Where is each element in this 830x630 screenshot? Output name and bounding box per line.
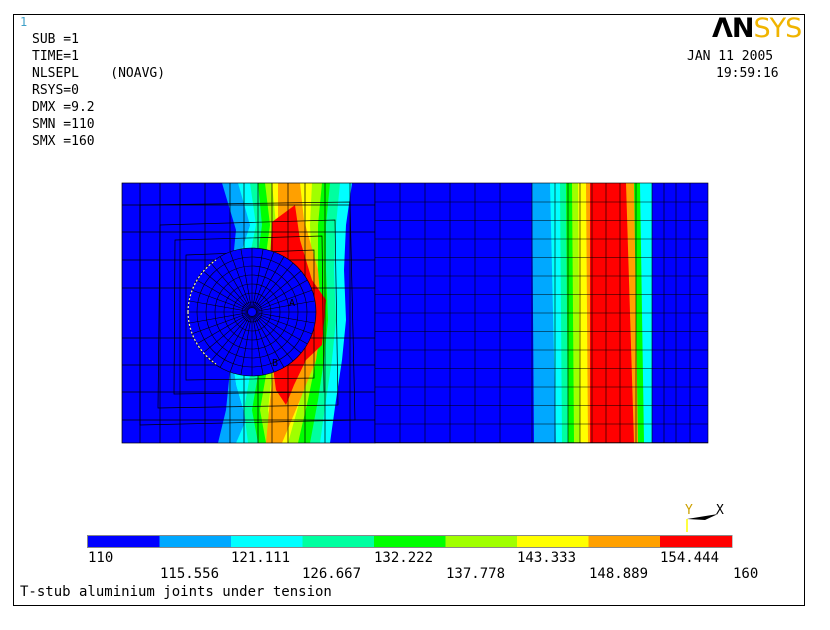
mesh-spoke [252, 315, 264, 376]
mesh-spoke [253, 315, 285, 368]
legend-label-bottom: 137.778 [446, 566, 506, 582]
mesh-spoke [255, 300, 316, 312]
info-line: DMX =9.2 [32, 100, 95, 115]
legend-swatch [302, 536, 375, 547]
mesh-spoke [255, 313, 313, 335]
plot-caption: T-stub aluminium joints under tension [20, 584, 332, 600]
legend-label-top: 121.111 [231, 550, 291, 566]
date-label: JAN 11 2005 [687, 49, 774, 64]
logo-part-2: SYS [753, 13, 803, 44]
mesh-spoke [253, 315, 275, 373]
legend-swatch [445, 536, 518, 547]
triad-x-label: X [716, 503, 724, 518]
mesh-spoke [191, 289, 249, 311]
mesh-spoke [240, 315, 252, 376]
mesh-spoke [253, 256, 285, 309]
legend-swatch [374, 536, 446, 547]
info-line: NLSEPL (NOAVG) [32, 66, 166, 81]
triad-y-label: Y [685, 503, 693, 518]
mesh-spoke [253, 251, 275, 309]
mesh-spoke [202, 270, 250, 310]
axis-triad: Y X [685, 503, 724, 532]
mesh-spoke [255, 312, 316, 324]
info-line: SMN =110 [32, 117, 95, 132]
info-line: SUB =1 [32, 32, 79, 47]
legend-swatch [231, 536, 303, 547]
mesh-spoke [229, 251, 251, 309]
legend-label-top: 154.444 [660, 550, 720, 566]
time-label: 19:59:16 [716, 66, 779, 81]
mesh-spoke [188, 312, 249, 324]
ansys-logo: ΛNSYS [712, 13, 803, 44]
mesh-spoke [196, 279, 249, 311]
mesh-spoke [255, 313, 308, 345]
window-number: 1 [20, 15, 28, 29]
mesh-spoke [254, 262, 294, 310]
web-right-mesh [374, 182, 709, 444]
mesh-spoke [240, 248, 252, 309]
legend-label-bottom: 160 [733, 566, 759, 582]
legend-label-top: 110 [88, 550, 114, 566]
legend-label-bottom: 148.889 [589, 566, 649, 582]
legend-label-top: 132.222 [374, 550, 434, 566]
legend-swatch [588, 536, 661, 547]
mesh-spoke [202, 314, 250, 354]
legend-swatch [517, 536, 589, 547]
legend-label-bottom: 126.667 [302, 566, 362, 582]
mesh-spoke [210, 262, 250, 310]
info-line: SMX =160 [32, 134, 95, 149]
logo-part-1: ΛN [712, 13, 754, 44]
mesh-spoke [191, 313, 249, 335]
contour-legend-bar [87, 535, 733, 548]
mesh-spoke [188, 300, 249, 312]
mesh-spoke [219, 256, 251, 309]
legend-label-bottom: 115.556 [160, 566, 220, 582]
info-line: TIME=1 [32, 49, 79, 64]
mesh-spoke [254, 314, 294, 362]
mesh-spoke [255, 279, 308, 311]
mesh-spoke [219, 315, 251, 368]
mesh-spoke [254, 314, 302, 354]
viewport-frame [13, 14, 805, 606]
mesh-spoke [210, 314, 250, 362]
node-label-a: A [289, 298, 295, 309]
node-label-b: B [272, 358, 278, 369]
legend-swatch [88, 536, 160, 547]
mesh-spoke [229, 315, 251, 373]
info-line: RSYS=0 [32, 83, 79, 98]
legend-swatch [660, 536, 732, 547]
legend-label-top: 143.333 [517, 550, 577, 566]
legend-swatch [159, 536, 232, 547]
mesh-spoke [254, 270, 302, 310]
bolt-hole-mesh [187, 247, 317, 377]
mesh-spoke [196, 313, 249, 345]
mesh-spoke [255, 289, 313, 311]
mesh-spoke [252, 248, 264, 309]
